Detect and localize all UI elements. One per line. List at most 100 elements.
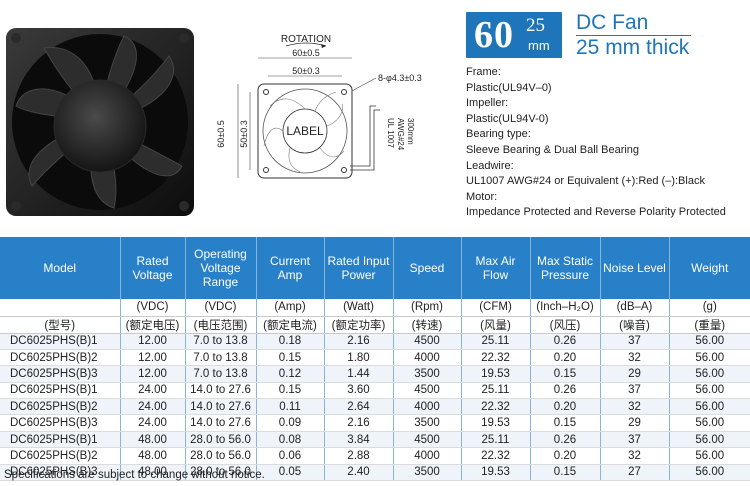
value-cell: 12.00 <box>119 333 185 350</box>
value-cell: 0.15 <box>529 414 600 432</box>
value-cell: 24.00 <box>119 414 185 432</box>
value-cell: 32 <box>599 447 669 465</box>
value-cell: 22.32 <box>460 398 530 416</box>
model-cell: DC6025PHS(B)2 <box>0 349 120 367</box>
value-cell: 4500 <box>392 382 461 400</box>
value-cell: 19.53 <box>460 464 530 482</box>
col-header: Operating Voltage Range <box>184 237 256 299</box>
value-cell: 56.00 <box>668 464 750 482</box>
value-cell: 7.0 to 13.8 <box>184 349 256 367</box>
spec-line: Plastic(UL94V–0) <box>466 81 552 94</box>
model-cell: DC6025PHS(B)2 <box>0 447 120 465</box>
col-header: Current Amp <box>255 237 324 299</box>
value-cell: 2.88 <box>323 447 393 465</box>
value-cell: 3.84 <box>323 431 393 449</box>
col-header: Speed <box>392 237 461 299</box>
value-cell: 27 <box>599 464 669 482</box>
table-row: DC6025PHS(B)2 24.00 14.0 to 27.6 0.11 2.64 40… <box>0 398 750 416</box>
value-cell: 29 <box>599 365 669 383</box>
value-cell: 48.00 <box>119 447 185 465</box>
value-cell: 25.11 <box>460 431 530 449</box>
value-cell: 28.0 to 56.0 <box>184 447 256 465</box>
value-cell: 0.26 <box>529 382 600 400</box>
zh-cell: (额定功率) <box>323 316 393 334</box>
model-cell: DC6025PHS(B)1 <box>0 382 120 400</box>
value-cell: 1.80 <box>323 349 393 367</box>
size-badge: 60 25 mm <box>466 12 562 58</box>
disclaimer-note: Specifications are subject to change wit… <box>4 469 265 481</box>
zh-cell: (风量) <box>460 316 530 334</box>
value-cell: 24.00 <box>119 382 185 400</box>
table-row: DC6025PHS(B)3 12.00 7.0 to 13.8 0.12 1.44 350… <box>0 365 750 383</box>
model-cell: DC6025PHS(B)1 <box>0 333 120 350</box>
value-cell: 4000 <box>392 447 461 465</box>
unit-cell: (Inch–H₂O) <box>529 299 600 317</box>
value-cell: 19.53 <box>460 414 530 432</box>
value-cell: 0.20 <box>529 447 600 465</box>
value-cell: 19.53 <box>460 365 530 383</box>
value-cell: 0.20 <box>529 398 600 416</box>
zh-cell: (转速) <box>392 316 461 334</box>
value-cell: 3500 <box>392 414 461 432</box>
model-cell: DC6025PHS(B)3 <box>0 365 120 383</box>
value-cell: 4000 <box>392 349 461 367</box>
value-cell: 0.05 <box>255 464 324 482</box>
cable-length-label: 300mm <box>406 118 415 145</box>
hole-label: 8-φ4.3±0.3 <box>378 73 422 83</box>
product-title: DC Fan <box>576 12 691 36</box>
col-header: Max Air Flow <box>460 237 530 299</box>
value-cell: 24.00 <box>119 398 185 416</box>
value-cell: 0.11 <box>255 398 324 416</box>
value-cell: 0.15 <box>529 365 600 383</box>
value-cell: 14.0 to 27.6 <box>184 398 256 416</box>
value-cell: 7.0 to 13.8 <box>184 365 256 383</box>
value-cell: 3500 <box>392 365 461 383</box>
model-cell: DC6025PHS(B)1 <box>0 431 120 449</box>
value-cell: 22.32 <box>460 447 530 465</box>
unit-cell: (CFM) <box>460 299 530 317</box>
zh-cell: (额定电流) <box>255 316 324 334</box>
value-cell: 56.00 <box>668 431 750 449</box>
value-cell: 56.00 <box>668 382 750 400</box>
zh-cell: (额定电压) <box>119 316 185 334</box>
spec-line: Frame: <box>466 66 501 78</box>
spec-line: Motor: <box>466 190 498 203</box>
value-cell: 29 <box>599 414 669 432</box>
value-cell: 22.32 <box>460 349 530 367</box>
value-cell: 4000 <box>392 398 461 416</box>
value-cell: 12.00 <box>119 365 185 383</box>
value-cell: 0.26 <box>529 431 600 449</box>
value-cell: 56.00 <box>668 333 750 350</box>
col-header: Rated Voltage <box>119 237 185 299</box>
value-cell: 4500 <box>392 431 461 449</box>
table-row: DC6025PHS(B)1 48.00 28.0 to 56.0 0.08 3.84 45… <box>0 431 750 449</box>
value-cell: 0.08 <box>255 431 324 449</box>
model-cell: DC6025PHS(B)3 <box>0 464 120 482</box>
unit-cell: (Watt) <box>323 299 393 317</box>
spec-line: Bearing type: <box>466 128 531 141</box>
col-header: Noise Level <box>599 237 669 299</box>
value-cell: 0.18 <box>255 333 324 350</box>
value-cell: 56.00 <box>668 349 750 367</box>
value-cell: 14.0 to 27.6 <box>184 414 256 432</box>
unit-cell: (g) <box>668 299 750 317</box>
table-row: DC6025PHS(B)1 24.00 14.0 to 27.6 0.15 3.60 45… <box>0 382 750 400</box>
model-cell: DC6025PHS(B)2 <box>0 398 120 416</box>
value-cell: 2.40 <box>323 464 393 482</box>
col-header: Rated Input Power <box>323 237 393 299</box>
value-cell: 0.20 <box>529 349 600 367</box>
unit-cell: (Amp) <box>255 299 324 317</box>
fan-photo <box>4 26 196 218</box>
zh-cell: (型号) <box>0 316 120 334</box>
table-header-row: Model Rated Voltage Operating Voltage Ra… <box>0 237 750 299</box>
value-cell: 0.15 <box>255 349 324 367</box>
spec-line: Leadwire: <box>466 159 514 172</box>
value-cell: 2.16 <box>323 333 393 350</box>
col-header: Weight <box>668 237 750 299</box>
table-row: DC6025PHS(B)1 12.00 7.0 to 13.8 0.18 2.16 450… <box>0 333 750 350</box>
value-cell: 32 <box>599 349 669 367</box>
zh-cell: (重量) <box>668 316 750 334</box>
value-cell: 37 <box>599 382 669 400</box>
size-small: 25 <box>526 15 545 36</box>
value-cell: 0.26 <box>529 333 600 350</box>
